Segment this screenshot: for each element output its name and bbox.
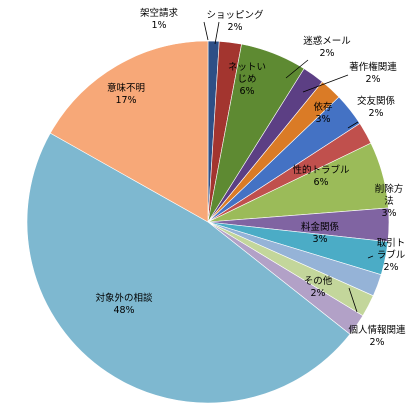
slice-label: 著作権関連 2% bbox=[349, 61, 397, 85]
slice-percent: 2% bbox=[368, 108, 383, 119]
slice-label: 性的トラブル 6% bbox=[292, 164, 350, 188]
pie-slice bbox=[49, 40, 209, 223]
slice-label: その他 2% bbox=[304, 275, 333, 299]
leader-line bbox=[285, 59, 309, 79]
leader-line bbox=[347, 121, 359, 129]
slice-label: ネットいじめ 6% bbox=[228, 62, 266, 97]
slice-percent: 2% bbox=[365, 74, 380, 85]
slice-label: 意味不明 17% bbox=[107, 82, 145, 106]
slice-percent: 2% bbox=[383, 262, 398, 273]
leader-line bbox=[214, 21, 220, 45]
slice-percent: 2% bbox=[227, 22, 242, 33]
leader-line bbox=[348, 287, 358, 313]
slice-percent: 6% bbox=[313, 177, 328, 188]
leader-line bbox=[203, 21, 209, 41]
slice-percent: 48% bbox=[113, 305, 134, 316]
slice-percent: 6% bbox=[239, 86, 254, 97]
slice-label: 取引トラブル 2% bbox=[377, 238, 406, 273]
slice-label: ショッピング 2% bbox=[206, 9, 264, 33]
slice-percent: 17% bbox=[115, 95, 136, 106]
slice-label: 依存 3% bbox=[313, 101, 333, 125]
slice-percent: 3% bbox=[315, 114, 330, 125]
leader-line bbox=[367, 255, 374, 259]
slice-percent: 3% bbox=[381, 208, 396, 219]
slice-label: 交友関係 2% bbox=[357, 95, 396, 119]
slice-label: 個人情報関連 2% bbox=[348, 324, 406, 348]
slice-label: 対象外の相談 48% bbox=[95, 292, 153, 316]
slice-percent: 3% bbox=[312, 234, 327, 245]
leader-line bbox=[302, 74, 349, 93]
slice-label: 料金関係 3% bbox=[301, 221, 340, 245]
slice-percent: 1% bbox=[151, 20, 166, 31]
slice-label: 架空請求 1% bbox=[140, 7, 179, 31]
slice-percent: 2% bbox=[369, 337, 384, 348]
slice-label: 削除方法 3% bbox=[375, 183, 404, 219]
slice-percent: 2% bbox=[310, 288, 325, 299]
slice-label: 迷惑メール 2% bbox=[303, 35, 351, 59]
slice-percent: 2% bbox=[319, 48, 334, 59]
pie-slice bbox=[26, 132, 351, 404]
